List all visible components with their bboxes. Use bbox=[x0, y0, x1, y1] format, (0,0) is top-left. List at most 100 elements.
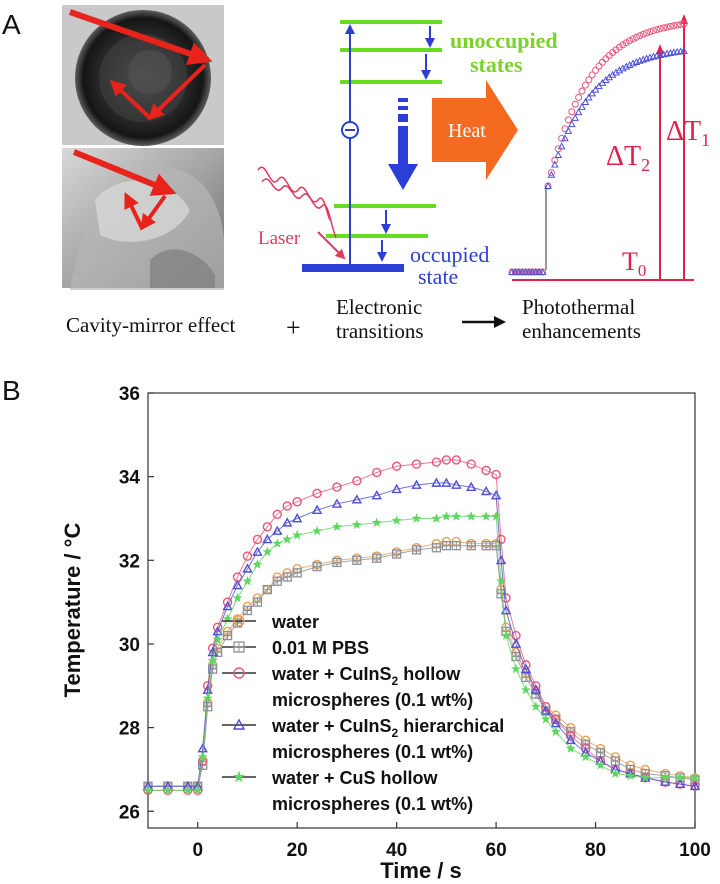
data-point bbox=[466, 511, 477, 521]
mini-curve-point-red bbox=[619, 41, 627, 49]
data-point bbox=[282, 517, 293, 527]
data-point bbox=[391, 483, 402, 494]
mini-curve-point-red bbox=[585, 76, 593, 84]
mini-curve-point-red bbox=[622, 39, 630, 47]
t0-label: T0 bbox=[622, 247, 646, 280]
data-point bbox=[312, 525, 323, 536]
mini-curve-point-red bbox=[568, 108, 576, 116]
data-point bbox=[451, 511, 462, 521]
mini-curve-point-red bbox=[639, 30, 647, 38]
legend-label: water bbox=[271, 612, 319, 632]
data-point bbox=[540, 714, 551, 724]
legend-label-cont: microspheres (0.1 wt%) bbox=[272, 690, 473, 710]
data-point bbox=[496, 534, 506, 545]
y-tick-label: 30 bbox=[119, 635, 140, 656]
caption-enhancements: enhancements bbox=[522, 319, 641, 343]
data-point bbox=[262, 533, 273, 544]
data-point bbox=[142, 785, 154, 795]
data-point bbox=[580, 751, 591, 762]
data-point bbox=[501, 593, 511, 603]
data-point bbox=[352, 555, 362, 565]
data-point bbox=[660, 772, 671, 783]
data-point bbox=[242, 563, 253, 573]
data-point bbox=[466, 459, 476, 469]
data-point bbox=[262, 522, 273, 532]
laser-wave: Laser bbox=[257, 166, 346, 260]
mini-curve-point-red bbox=[677, 21, 685, 29]
mini-curve-point-red bbox=[581, 81, 589, 89]
data-point bbox=[252, 559, 263, 569]
data-point bbox=[411, 513, 422, 523]
data-point bbox=[192, 785, 203, 795]
data-point bbox=[431, 457, 442, 467]
panel-a-label: A bbox=[2, 9, 21, 40]
data-point bbox=[451, 479, 462, 489]
data-point bbox=[520, 684, 531, 695]
caption-plus: + bbox=[286, 313, 301, 342]
mini-curve-point-red bbox=[602, 55, 610, 63]
data-point bbox=[332, 482, 342, 492]
series-4 bbox=[142, 511, 701, 795]
data-point bbox=[272, 576, 282, 586]
series-line bbox=[148, 545, 696, 787]
mini-curve-point-red bbox=[636, 32, 644, 40]
data-point bbox=[689, 780, 701, 791]
mini-curve-point-red bbox=[626, 37, 634, 45]
legend-text: hierarchical bbox=[398, 716, 504, 736]
mini-curve-point-blue bbox=[567, 120, 576, 128]
data-point bbox=[351, 519, 362, 530]
data-point bbox=[659, 776, 671, 786]
mini-curve-point-red bbox=[660, 24, 668, 32]
mini-curve-point-red bbox=[629, 35, 637, 43]
mini-heating-curve: ΔT1 ΔT2 T0 bbox=[508, 14, 710, 281]
data-point bbox=[242, 551, 253, 561]
plot-frame bbox=[147, 392, 696, 829]
data-point bbox=[262, 584, 272, 595]
data-point bbox=[291, 513, 303, 523]
series-line bbox=[148, 482, 696, 787]
legend-subscript: 2 bbox=[392, 674, 399, 688]
data-point bbox=[232, 592, 243, 603]
y-tick-label: 32 bbox=[119, 551, 140, 572]
mini-curve-point-red bbox=[578, 87, 586, 95]
data-point bbox=[480, 485, 492, 496]
panel-b-label: B bbox=[2, 375, 21, 406]
mini-curve-point-red bbox=[564, 116, 572, 124]
data-point bbox=[491, 511, 502, 521]
data-point bbox=[510, 663, 522, 674]
mini-curve-point-blue bbox=[581, 97, 590, 105]
mini-curve-point-red bbox=[653, 26, 661, 34]
sem-micrograph-image bbox=[62, 148, 224, 290]
legend-text: water + CuInS bbox=[271, 716, 392, 736]
data-point bbox=[207, 655, 218, 666]
mini-curve-point-red bbox=[588, 71, 596, 79]
legend-text: hollow bbox=[398, 664, 461, 684]
legend-marker bbox=[232, 770, 246, 783]
mini-curve-point-red bbox=[551, 156, 559, 164]
legend-subscript: 2 bbox=[392, 726, 399, 740]
data-point bbox=[530, 684, 542, 694]
data-point bbox=[501, 630, 512, 640]
mini-curve-point-blue bbox=[618, 64, 627, 72]
ground-state-bar bbox=[302, 264, 404, 272]
data-point bbox=[292, 568, 302, 578]
data-point bbox=[222, 630, 233, 641]
data-point bbox=[411, 545, 422, 555]
data-point bbox=[252, 546, 263, 556]
data-point bbox=[451, 455, 462, 465]
data-point bbox=[292, 497, 302, 507]
data-point bbox=[689, 772, 701, 783]
data-point bbox=[491, 469, 501, 480]
mini-curve-point-blue bbox=[615, 66, 624, 74]
caption-electronic: Electronic bbox=[336, 295, 422, 319]
data-point bbox=[207, 664, 218, 674]
data-point bbox=[550, 726, 561, 737]
legend-label: water + CuS hollow bbox=[271, 768, 439, 788]
data-point bbox=[610, 768, 621, 778]
series-line bbox=[148, 541, 696, 787]
data-point bbox=[331, 521, 342, 532]
y-tick-label: 26 bbox=[119, 802, 140, 823]
data-point bbox=[391, 549, 402, 559]
mini-curve-point-red bbox=[643, 29, 651, 37]
